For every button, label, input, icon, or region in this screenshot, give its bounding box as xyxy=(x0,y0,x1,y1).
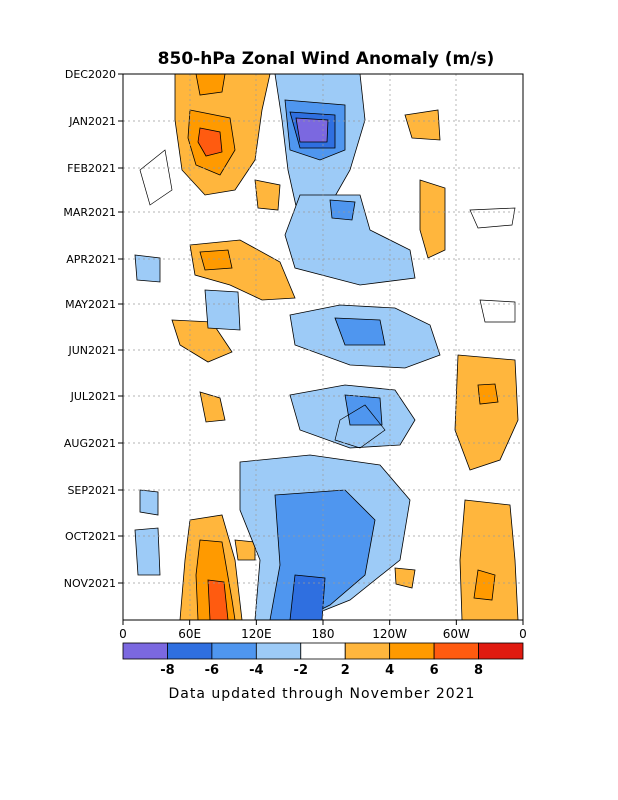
y-tick-label: MAR2021 xyxy=(63,206,116,219)
region-may-westerly xyxy=(171,319,233,363)
x-tick-label: 120W xyxy=(372,627,407,641)
legend-label: 8 xyxy=(474,663,483,678)
y-tick-label: OCT2021 xyxy=(65,530,116,543)
region-oct-io-easterly xyxy=(134,527,161,576)
region-dec-westerly xyxy=(195,74,226,96)
legend-swatch xyxy=(211,642,257,660)
y-tick-label: JUL2021 xyxy=(70,390,116,403)
x-axis: 0 60E 120E 180 120W 60W 0 xyxy=(119,620,527,641)
y-tick-label: APR2021 xyxy=(66,253,116,266)
legend-label: -6 xyxy=(205,663,219,678)
region-feb-atlantic xyxy=(419,179,446,259)
zero-contour xyxy=(469,207,516,229)
region-sep-small xyxy=(234,539,256,561)
y-tick-label: JUN2021 xyxy=(67,344,116,357)
x-tick-label: 0 xyxy=(119,627,127,641)
x-tick-label: 60E xyxy=(178,627,201,641)
y-tick-label: JAN2021 xyxy=(68,115,116,128)
x-tick-label: 120E xyxy=(241,627,272,641)
legend-label: -4 xyxy=(249,663,263,678)
color-legend: -8 -6 -4 -2 2 4 6 8 xyxy=(122,642,524,678)
region-atlantic-westerly xyxy=(454,354,519,471)
region-oct-atlantic-core xyxy=(473,569,496,601)
zero-contour xyxy=(334,404,386,449)
legend-swatch xyxy=(255,642,302,660)
zero-contour xyxy=(139,149,173,206)
legend-swatch xyxy=(433,642,479,660)
y-tick-label: MAY2021 xyxy=(65,298,116,311)
legend-label: -8 xyxy=(160,663,174,678)
x-tick-label: 0 xyxy=(519,627,527,641)
legend-swatch xyxy=(167,642,213,660)
region-jul-easterly-core xyxy=(344,394,383,426)
region-jan-atlantic xyxy=(404,109,441,141)
legend-swatch xyxy=(300,642,346,660)
region-dateline-easterly-peak xyxy=(295,117,329,143)
legend-label: 2 xyxy=(341,663,350,678)
zero-contour xyxy=(479,299,516,323)
y-tick-label: DEC2020 xyxy=(65,68,116,81)
legend-swatch xyxy=(344,642,391,660)
legend-swatch xyxy=(478,642,524,660)
y-tick-label: SEP2021 xyxy=(67,484,116,497)
region-apr-westerly-core xyxy=(199,249,233,271)
region-may-easterly-core xyxy=(334,317,386,346)
y-axis: DEC2020 JAN2021 FEB2021 MAR2021 APR2021 MAY20… xyxy=(63,68,123,590)
legend-label: -2 xyxy=(294,663,308,678)
x-tick-label: 60W xyxy=(443,627,470,641)
region-io-westerly-peak xyxy=(197,127,223,157)
grid xyxy=(123,74,523,620)
region-spring-easterly xyxy=(284,194,416,286)
region-oct-io-peak xyxy=(207,579,229,620)
legend-swatch xyxy=(122,642,168,660)
region-mar-westerly xyxy=(254,179,281,211)
region-spring-easterly-core xyxy=(329,199,356,221)
legend-label: 6 xyxy=(430,663,439,678)
y-tick-label: NOV2021 xyxy=(64,577,116,590)
region-atlantic-westerly-core xyxy=(477,383,499,405)
y-tick-label: AUG2021 xyxy=(64,437,116,450)
x-tick-label: 180 xyxy=(312,627,335,641)
anomaly-field xyxy=(134,74,519,620)
footer-note: Data updated through November 2021 xyxy=(169,686,476,702)
region-autumn-easterly-core xyxy=(289,574,326,620)
legend-swatch xyxy=(389,642,435,660)
legend-label: 4 xyxy=(385,663,394,678)
region-sep-io-easterly xyxy=(139,489,159,516)
chart-title: 850-hPa Zonal Wind Anomaly (m/s) xyxy=(158,49,495,69)
y-tick-label: FEB2021 xyxy=(67,162,116,175)
region-oct-atlantic xyxy=(459,499,519,620)
region-may-io-easterly xyxy=(204,289,241,331)
region-mar-io-easterly xyxy=(134,254,161,283)
